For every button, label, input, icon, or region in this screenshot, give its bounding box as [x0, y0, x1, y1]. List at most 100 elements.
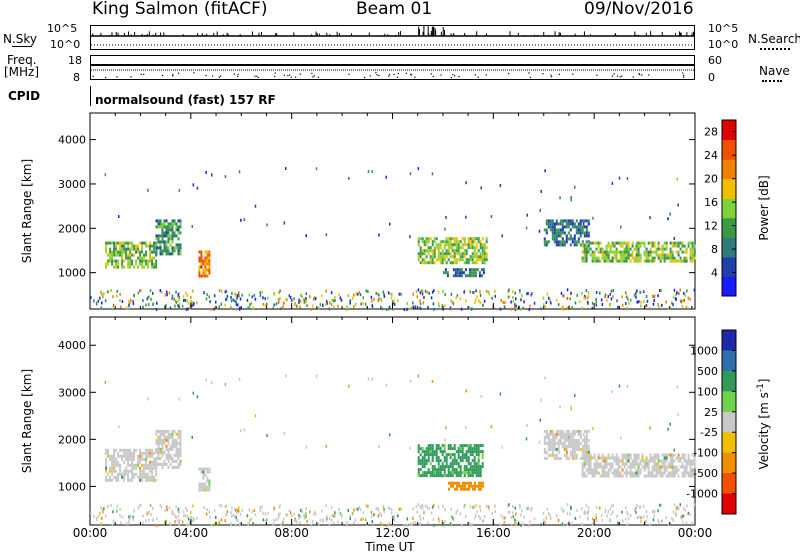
power-region-2 [198, 250, 211, 278]
velocity-colorbar-swatch-4 [722, 411, 736, 433]
power-region-4 [442, 268, 485, 278]
velocity-colorbar-frame [721, 329, 737, 515]
nave-label: Nave [759, 64, 790, 78]
nave-tick-bottom: 0 [708, 71, 715, 84]
power-panel-frame [89, 112, 696, 310]
velocity-ytick-label-0: 1000 [58, 480, 86, 493]
noise-tick-top-right: 10^5 [708, 22, 739, 35]
freq-tick-top: 18 [68, 54, 82, 67]
power-region-5 [543, 219, 590, 247]
x-tick-label-4: 16:00 [476, 526, 511, 540]
velocity-colorbar-label-6: -500 [693, 467, 718, 480]
velocity-ytick-label-2: 3000 [58, 386, 86, 399]
velocity-colorbar-label-0: 1000 [690, 344, 718, 357]
velocity-colorbar-swatch-5 [722, 432, 736, 454]
cpid-text: normalsound (fast) 157 RF [95, 93, 276, 107]
nave-dots-icon [762, 80, 782, 82]
power-colorbar-swatch-5 [722, 178, 736, 199]
power-ytick-label-3: 4000 [58, 134, 86, 147]
x-tick-label-6: 00:00 [678, 526, 713, 540]
velocity-ytick-label-3: 4000 [58, 339, 86, 352]
power-colorbar-label-0: 4 [711, 267, 718, 280]
station-title: King Salmon (fitACF) [92, 0, 268, 19]
power-colorbar-label-4: 20 [704, 173, 718, 186]
power-ylabel: Slant Range [km] [20, 159, 34, 263]
nsearch-dots-icon [760, 48, 790, 50]
velocity-ground-scatter [90, 374, 696, 527]
power-colorbar-swatch-6 [722, 159, 736, 180]
power-ytick-label-1: 2000 [58, 222, 86, 235]
power-colorbar-swatch-0 [722, 276, 736, 297]
velocity-colorbar: 1000 500 100 25 -25 -100 -500 -1000 [686, 329, 737, 515]
power-ytick-label-2: 3000 [58, 178, 86, 191]
velocity-region-3 [417, 444, 484, 478]
velocity-region-0 [105, 448, 158, 482]
x-tick-label-2: 08:00 [274, 526, 309, 540]
power-region-1 [155, 219, 182, 256]
power-ytick-label-0: 1000 [58, 267, 86, 280]
power-region-0 [105, 241, 158, 269]
freq-label: Freq. [7, 53, 37, 67]
power-colorbar-swatch-8 [722, 120, 736, 141]
freq-unit-label: [MHz] [4, 65, 40, 79]
power-data-layer [90, 167, 696, 311]
x-tick-label-3: 12:00 [375, 526, 410, 540]
velocity-colorbar-label-1: 500 [697, 365, 718, 378]
power-colorbar-swatch-7 [722, 139, 736, 160]
velocity-colorbar-label-2: 100 [697, 385, 718, 398]
x-tick-label-0: 00:00 [73, 526, 108, 540]
cpid-marker [90, 86, 91, 106]
x-tick-label-5: 20:00 [577, 526, 612, 540]
power-colorbar: 4 8 12 16 20 24 28 [704, 119, 737, 297]
velocity-region-1 [155, 429, 182, 469]
velocity-ylabel: Slant Range [km] [20, 369, 34, 473]
velocity-region-4 [448, 481, 484, 491]
x-tick-label-1: 04:00 [174, 526, 209, 540]
velocity-colorbar-label: Velocity [m s-1] [756, 379, 771, 470]
power-colorbar-swatch-2 [722, 237, 736, 258]
power-colorbar-label: Power [dB] [757, 175, 771, 240]
power-colorbar-label-2: 12 [704, 220, 718, 233]
velocity-colorbar-swatch-0 [722, 330, 736, 351]
velocity-ytick-label-1: 2000 [58, 433, 86, 446]
velocity-colorbar-swatch-3 [722, 391, 736, 413]
velocity-colorbar-swatch-1 [722, 350, 736, 372]
velocity-region-2 [198, 467, 211, 492]
power-colorbar-label-1: 8 [711, 243, 718, 256]
noise-tick-bottom-left: 10^0 [50, 38, 81, 51]
nsearch-label: N.Search [748, 32, 800, 46]
noise-tick-bottom-right: 10^0 [708, 38, 739, 51]
freq-strip-plot [91, 64, 694, 79]
beam-title: Beam 01 [356, 0, 433, 19]
velocity-region-5 [543, 429, 590, 460]
power-ground-scatter [90, 167, 696, 311]
freq-tick-bottom: 8 [73, 71, 80, 84]
power-colorbar-swatch-1 [722, 256, 736, 277]
noise-strip-plot [91, 26, 694, 46]
velocity-colorbar-swatch-7 [722, 473, 736, 494]
velocity-region-6 [581, 453, 696, 478]
freq-strip-panel [90, 55, 695, 80]
velocity-colorbar-label-4: -25 [700, 426, 718, 439]
velocity-colorbar-swatch-8 [722, 493, 736, 515]
noise-tick-top-left: 10^5 [47, 22, 78, 35]
velocity-colorbar-label-7: -1000 [686, 488, 718, 501]
power-region-6 [581, 241, 696, 263]
x-axis-title: Time UT [364, 540, 415, 554]
power-colorbar-label-6: 28 [704, 126, 718, 139]
velocity-colorbar-label-3: 25 [704, 406, 718, 419]
nsky-label: N.Sky [3, 32, 38, 46]
power-colorbar-frame [721, 119, 737, 297]
cpid-label: CPID [8, 89, 41, 103]
date-title: 09/Nov/2016 [584, 0, 694, 19]
power-colorbar-swatch-3 [722, 217, 736, 238]
nsky-line-icon [12, 46, 32, 47]
velocity-colorbar-swatch-2 [722, 370, 736, 392]
velocity-panel-frame [89, 316, 696, 526]
power-colorbar-swatch-4 [722, 198, 736, 219]
velocity-data-layer [90, 374, 696, 527]
power-region-3 [417, 237, 488, 265]
velocity-colorbar-label-5: -100 [693, 447, 718, 460]
power-colorbar-label-5: 24 [704, 149, 718, 162]
